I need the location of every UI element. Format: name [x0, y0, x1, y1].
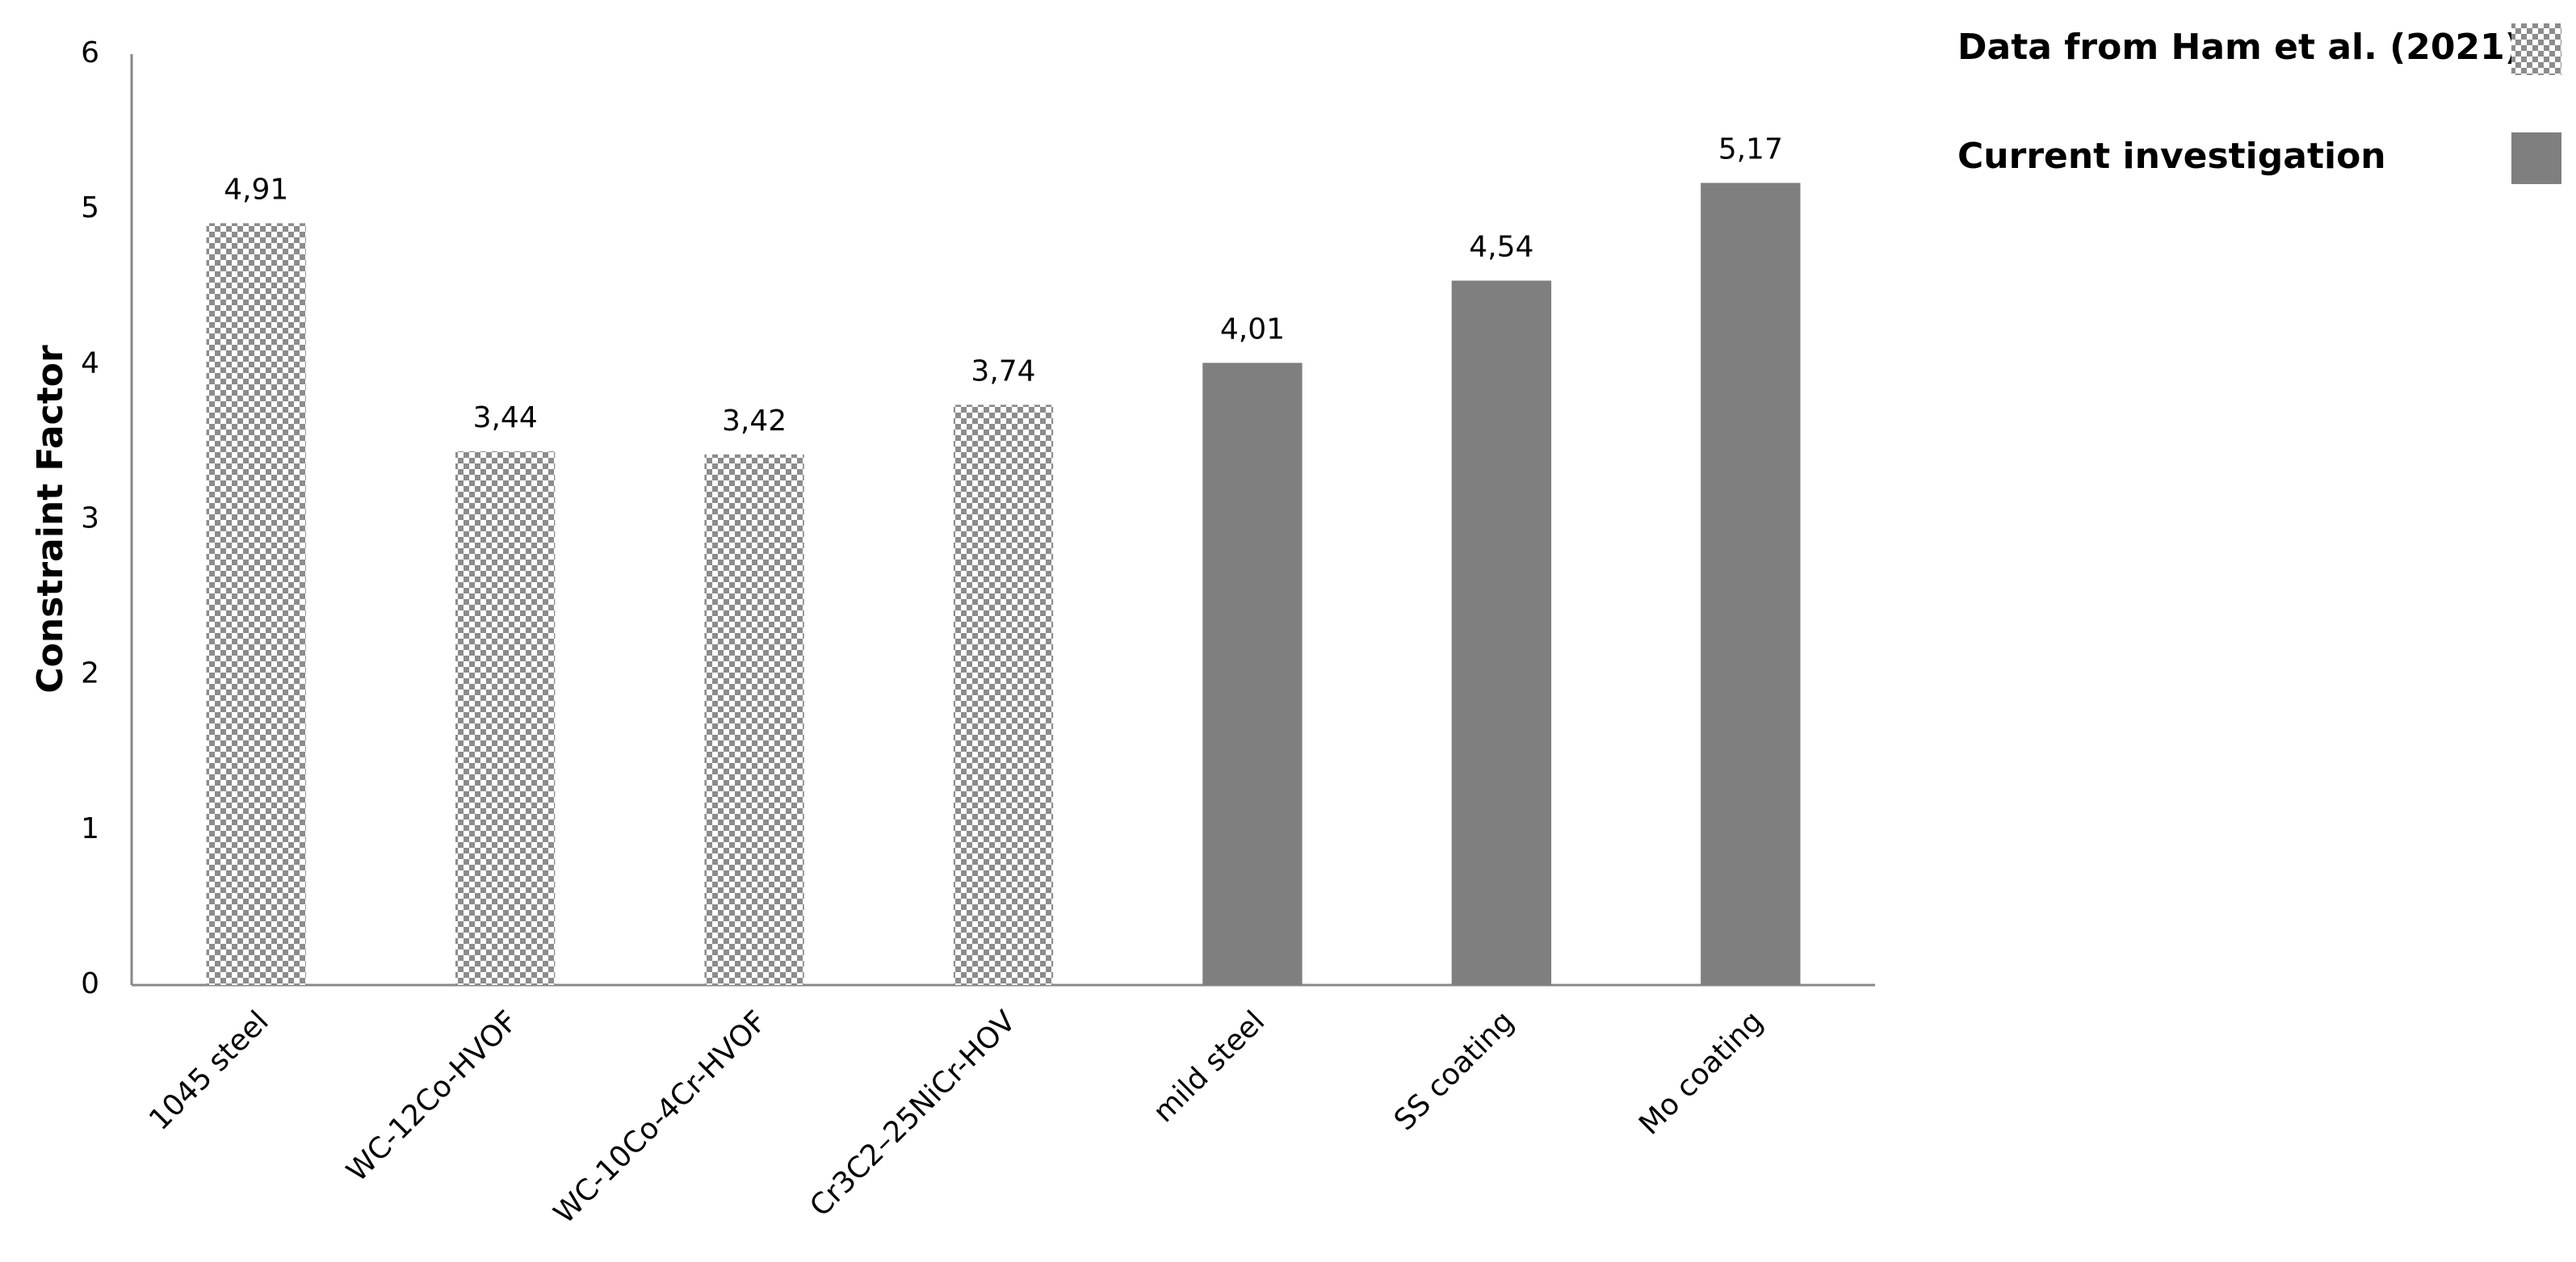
bar — [1701, 182, 1801, 985]
y-tick-label: 6 — [81, 36, 99, 69]
x-tick-label: WC-10Co-4Cr-HVOF — [548, 1004, 773, 1230]
value-label: 5,17 — [1718, 132, 1783, 166]
y-tick-label: 3 — [81, 502, 99, 535]
bar — [1451, 280, 1552, 985]
x-tick-label: mild steel — [1147, 1004, 1272, 1129]
value-label: 4,54 — [1469, 231, 1533, 264]
y-tick-label: 4 — [81, 346, 99, 379]
value-label: 3,74 — [971, 354, 1035, 388]
y-tick-label: 2 — [81, 657, 99, 690]
value-label: 4,01 — [1220, 312, 1285, 346]
bar — [455, 451, 556, 985]
legend-swatch — [2511, 132, 2561, 184]
value-label: 4,91 — [224, 173, 288, 206]
x-tick-label: SS coating — [1388, 1004, 1521, 1137]
bar — [704, 454, 804, 985]
value-label: 3,44 — [473, 401, 538, 434]
legend-label: Current investigation — [1957, 136, 2386, 177]
legend-label: Data from Ham et al. (2021) — [1957, 27, 2521, 68]
x-tick-label: WC-12Co-HVOF — [341, 1004, 524, 1188]
x-tick-label: Mo coating — [1633, 1004, 1769, 1141]
y-tick-label: 5 — [81, 191, 99, 224]
value-label: 3,42 — [722, 405, 787, 438]
x-tick-label: 1045 steel — [143, 1004, 275, 1137]
bar — [953, 405, 1054, 986]
y-axis-label: Constraint Factor — [30, 345, 71, 694]
bar — [206, 223, 306, 985]
x-tick-label: Cr3C2–25NiCr-HOV — [803, 1004, 1022, 1223]
legend-swatch — [2511, 23, 2561, 75]
bar — [1202, 363, 1303, 986]
y-tick-label: 0 — [81, 967, 99, 1000]
y-tick-label: 1 — [81, 812, 99, 845]
